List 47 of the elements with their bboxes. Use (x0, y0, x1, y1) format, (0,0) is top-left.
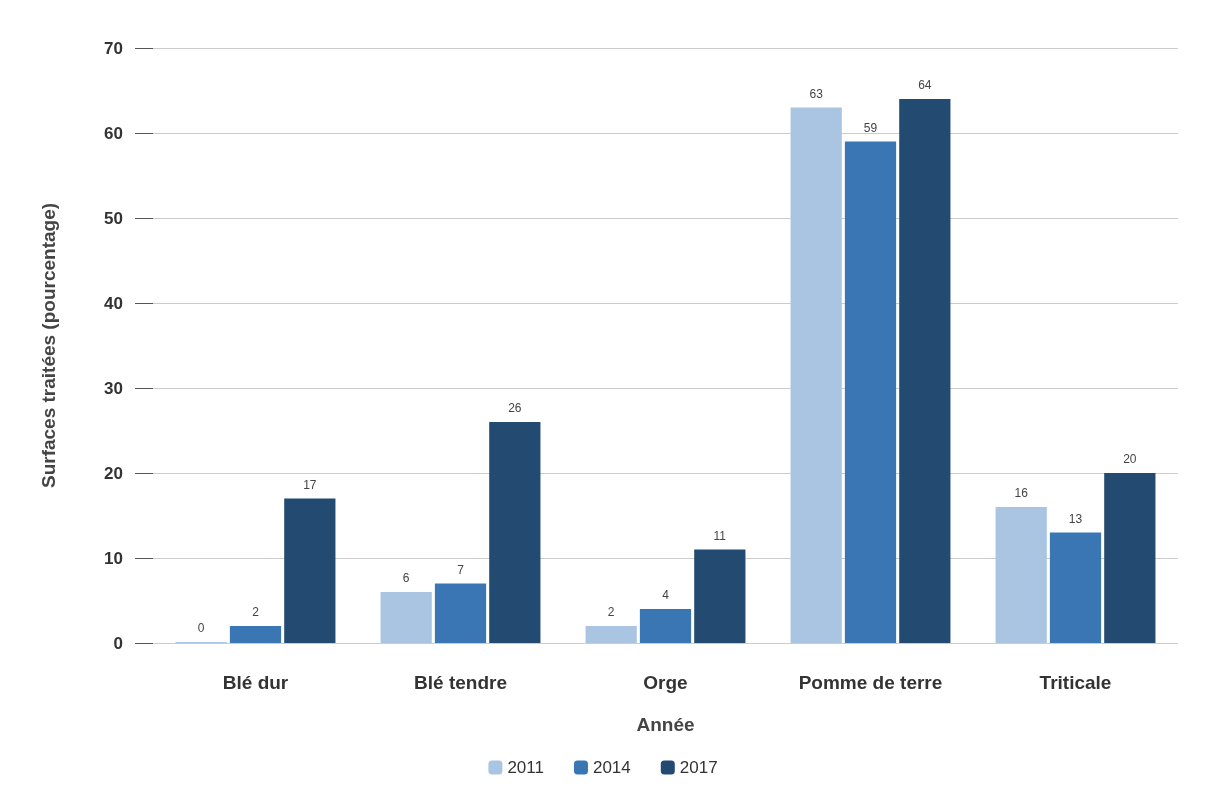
legend-label: 2011 (507, 758, 544, 777)
y-tick-label: 20 (104, 463, 123, 483)
bar (284, 498, 336, 643)
bar (229, 626, 282, 643)
data-label: 63 (809, 86, 824, 101)
bar (995, 507, 1047, 643)
bar (844, 141, 897, 643)
data-label: 2 (607, 605, 615, 619)
bar (899, 99, 951, 643)
y-tick-label: 60 (104, 123, 123, 143)
bar (639, 609, 692, 643)
y-tick-label: 40 (104, 293, 123, 313)
bar (380, 592, 432, 643)
data-label: 17 (303, 477, 317, 492)
x-axis-title: Année (636, 714, 695, 735)
x-tick-label: Blé tendre (414, 672, 507, 693)
data-label: 26 (508, 401, 522, 415)
bar (489, 422, 541, 643)
data-label: 0 (197, 621, 205, 635)
y-tick-label: 70 (104, 38, 123, 58)
bar (790, 107, 842, 643)
y-tick-label: 50 (104, 208, 123, 228)
y-tick-label: 30 (104, 378, 123, 398)
x-tick-label: Orge (643, 672, 688, 693)
y-axis-title: Surfaces traitées (pourcentage) (38, 202, 59, 489)
legend-label: 2014 (592, 758, 631, 777)
legend-label: 2017 (679, 758, 718, 777)
data-label: 64 (918, 78, 932, 92)
data-label: 4 (662, 588, 670, 602)
y-tick-label: 10 (104, 548, 123, 568)
x-tick-label: Triticale (1039, 672, 1112, 693)
bar (1049, 532, 1102, 643)
x-tick-label: Blé dur (222, 672, 289, 693)
data-label: 2 (252, 605, 260, 619)
data-label: 11 (713, 528, 727, 543)
y-tick-label: 0 (113, 633, 123, 653)
data-label: 7 (457, 562, 465, 577)
data-label: 13 (1068, 511, 1083, 526)
x-tick-label: Pomme de terre (798, 672, 943, 693)
bar (434, 583, 487, 643)
data-label: 59 (863, 120, 878, 135)
bar (694, 549, 746, 643)
bar (1104, 473, 1156, 643)
data-label: 6 (402, 571, 410, 585)
data-label: 16 (1014, 486, 1029, 500)
bar (585, 626, 637, 643)
data-label: 20 (1123, 452, 1137, 466)
